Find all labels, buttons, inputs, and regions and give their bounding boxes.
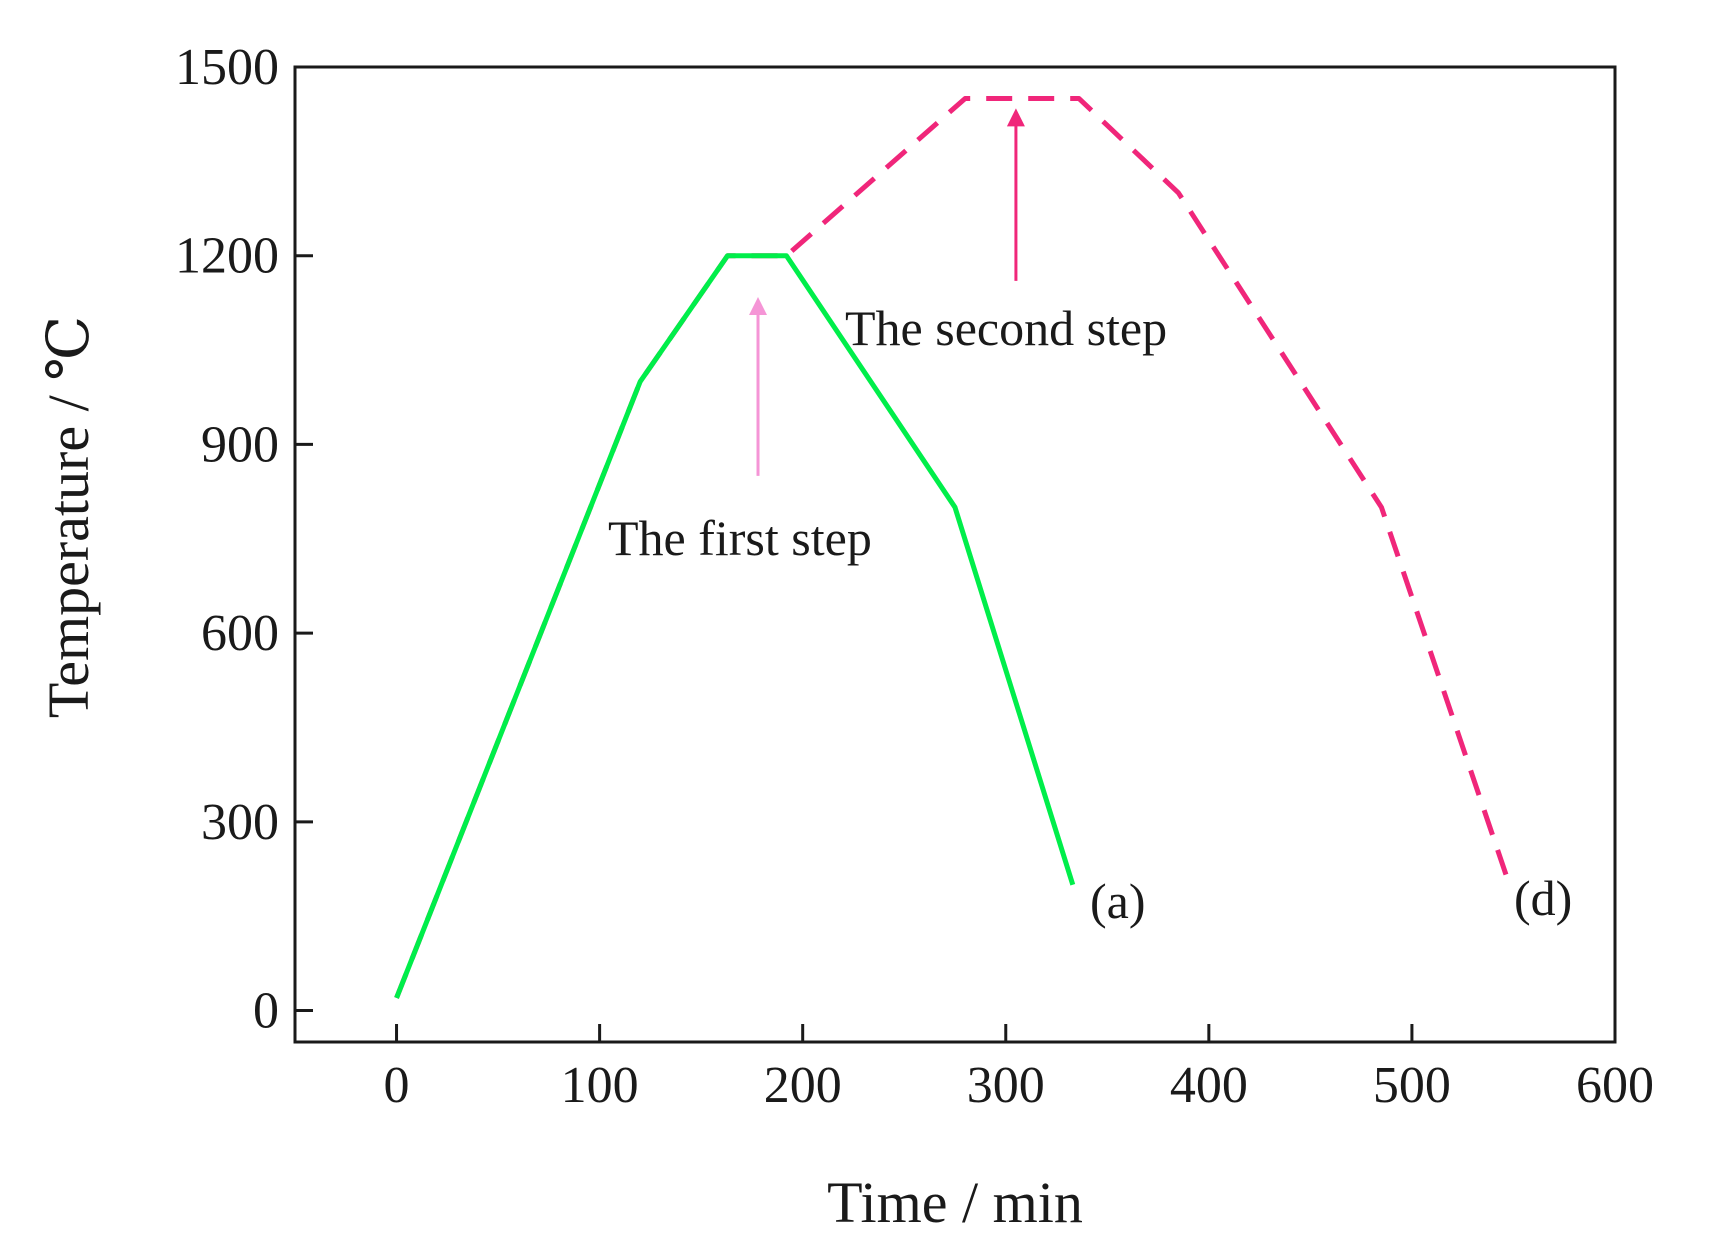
plot-frame bbox=[293, 65, 1617, 1044]
annotation-second-step: The second step bbox=[845, 300, 1167, 356]
y-tick-label: 1200 bbox=[175, 228, 279, 285]
series-line-d bbox=[394, 95, 1512, 999]
x-tick-label: 200 bbox=[764, 1057, 842, 1114]
x-axis-ticks: 0 100 200 300 400 500 600 bbox=[384, 1024, 1654, 1114]
y-tick-label: 1500 bbox=[175, 39, 279, 96]
x-axis-title: Time / min bbox=[827, 1170, 1083, 1235]
x-tick-label: 400 bbox=[1170, 1057, 1248, 1114]
x-tick-label: 100 bbox=[561, 1057, 639, 1114]
series-layer bbox=[394, 95, 1512, 999]
y-axis-title: Temperature / ℃ bbox=[36, 316, 101, 718]
y-tick-label: 900 bbox=[201, 416, 279, 473]
x-tick-label: 600 bbox=[1576, 1057, 1654, 1114]
annotation-first-step: The first step bbox=[608, 510, 872, 566]
series-label-a: (a) bbox=[1090, 873, 1146, 929]
annotation-layer bbox=[749, 108, 1025, 476]
series-line-a bbox=[394, 253, 1076, 999]
x-tick-label: 0 bbox=[384, 1057, 410, 1114]
y-tick-label: 600 bbox=[201, 605, 279, 662]
x-tick-label: 300 bbox=[967, 1057, 1045, 1114]
series-label-d: (d) bbox=[1514, 870, 1572, 926]
x-tick-label: 500 bbox=[1373, 1057, 1451, 1114]
y-axis-ticks: 0 300 600 900 1200 1500 bbox=[175, 39, 313, 1040]
y-tick-label: 0 bbox=[253, 983, 279, 1040]
y-tick-label: 300 bbox=[201, 794, 279, 851]
